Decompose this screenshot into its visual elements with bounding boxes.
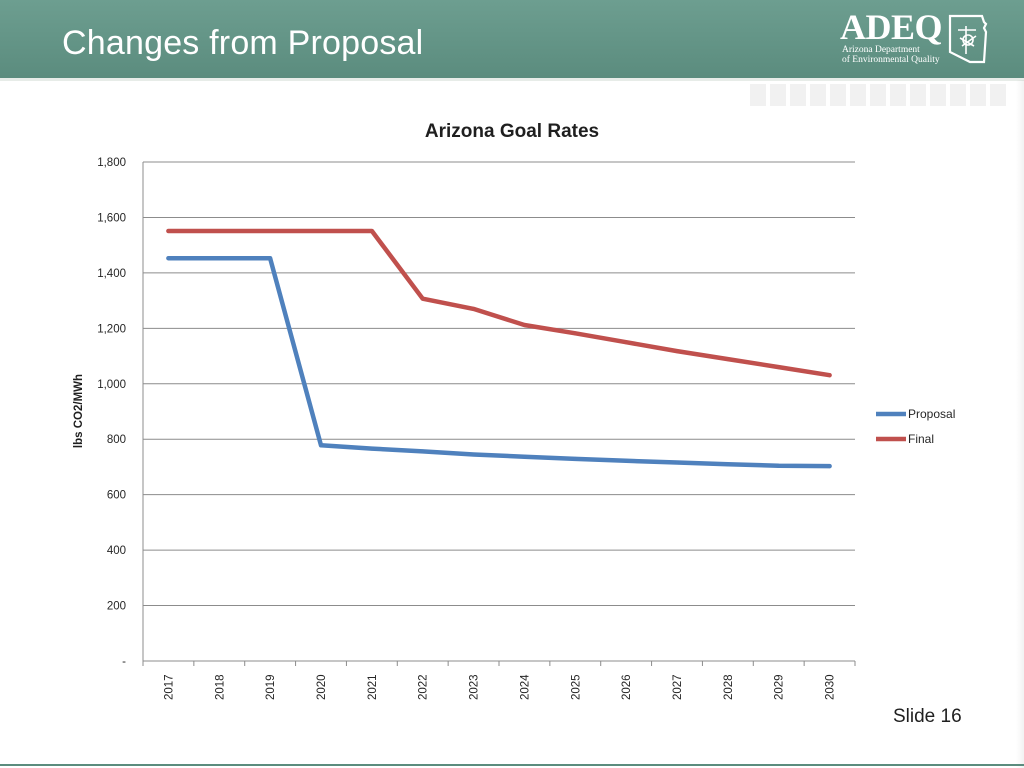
- data-point-proposal: [827, 464, 832, 469]
- slide-number: Slide 16: [893, 706, 962, 727]
- data-point-final: [776, 365, 781, 370]
- data-point-final: [369, 229, 374, 234]
- x-tick-label: 2019: [265, 674, 277, 700]
- data-point-proposal: [319, 443, 323, 448]
- logo-wordmark: ADEQ: [840, 7, 943, 47]
- slide-title: Changes from Proposal: [62, 24, 424, 62]
- y-axis-label: lbs CO2/MWh: [73, 374, 85, 448]
- x-tick-label: 2027: [672, 674, 684, 700]
- x-tick-label: 2028: [723, 674, 735, 700]
- legend-label-final: Final: [908, 432, 934, 446]
- data-point-proposal: [522, 454, 527, 459]
- data-point-proposal: [268, 256, 273, 261]
- data-point-proposal: [725, 462, 730, 467]
- logo-subtitle-line2: of Environmental Quality: [842, 55, 940, 65]
- y-tick-label: 1,800: [97, 157, 126, 169]
- x-tick-label: 2022: [418, 674, 430, 700]
- data-point-proposal: [675, 460, 679, 465]
- data-point-proposal: [166, 256, 171, 261]
- data-point-final: [725, 357, 730, 362]
- data-point-final: [624, 340, 629, 345]
- y-tick-label: 1,000: [97, 379, 126, 391]
- y-tick-label: 1,600: [97, 212, 126, 224]
- data-point-final: [573, 331, 578, 336]
- legend-label-proposal: Proposal: [908, 407, 955, 421]
- logo-subtitle: Arizona Department of Environmental Qual…: [842, 45, 940, 65]
- series-line-final: [166, 228, 832, 378]
- data-point-proposal: [573, 456, 578, 461]
- x-tick-label: 2023: [469, 674, 481, 700]
- y-tick-label: 1,400: [97, 268, 126, 280]
- data-point-final: [166, 229, 171, 234]
- y-tick-label: -: [122, 656, 126, 668]
- data-point-proposal: [217, 256, 222, 261]
- x-tick-label: 2030: [825, 674, 837, 700]
- data-point-proposal: [471, 452, 476, 457]
- y-tick-label: 200: [107, 601, 126, 613]
- x-tick-label: 2025: [570, 674, 582, 700]
- data-point-proposal: [369, 446, 374, 451]
- data-point-proposal: [776, 463, 781, 468]
- x-tick-label: 2018: [214, 674, 226, 700]
- data-point-final: [268, 229, 273, 234]
- data-point-final: [522, 323, 527, 328]
- y-tick-label: 800: [107, 434, 126, 446]
- slide-edge-shadow: [1016, 80, 1024, 768]
- data-point-final: [319, 229, 323, 234]
- y-tick-label: 600: [107, 490, 126, 502]
- bottom-rule: [0, 764, 1024, 766]
- data-point-final: [675, 349, 679, 354]
- y-tick-label: 400: [107, 545, 126, 557]
- x-tick-label: 2026: [621, 674, 633, 700]
- chart-title: Arizona Goal Rates: [425, 121, 599, 142]
- data-point-proposal: [420, 449, 425, 454]
- series-line-proposal: [166, 255, 832, 469]
- data-point-proposal: [624, 458, 629, 463]
- arizona-state-icon: [948, 14, 988, 64]
- x-tick-label: 2029: [774, 674, 786, 700]
- background-watermark: [750, 84, 1010, 106]
- adeq-logo: ADEQ Arizona Department of Environmental…: [840, 7, 992, 70]
- y-tick-label: 1,200: [97, 323, 126, 335]
- logo-subtitle-line1: Arizona Department: [842, 45, 920, 55]
- x-tick-label: 2017: [163, 674, 175, 700]
- x-tick-label: 2021: [367, 674, 379, 700]
- x-tick-label: 2020: [316, 674, 328, 700]
- data-point-final: [420, 296, 425, 301]
- x-tick-label: 2024: [519, 674, 531, 700]
- data-point-final: [827, 373, 832, 378]
- slide-header: Changes from Proposal ADEQ Arizona Depar…: [0, 0, 1024, 81]
- data-point-final: [217, 229, 222, 234]
- data-point-final: [471, 306, 476, 311]
